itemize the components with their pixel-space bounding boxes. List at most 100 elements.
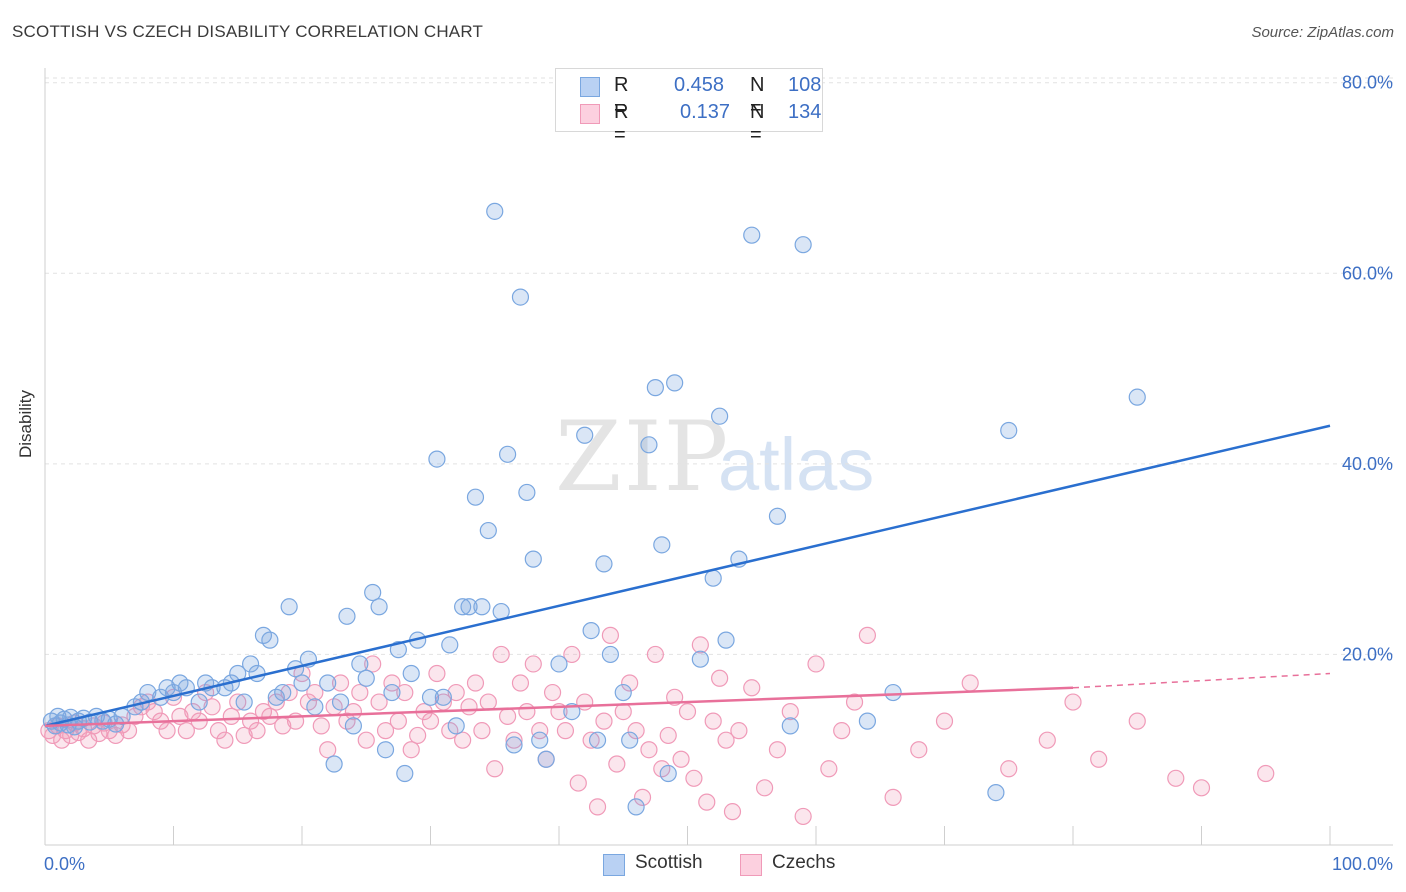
scottish-legend-swatch [603,854,625,876]
scottish-point [466,488,485,506]
scottish-point [621,731,639,749]
czech-point [621,674,639,692]
czech-point [492,645,510,664]
scottish-point [261,631,279,649]
czech-point [833,722,851,740]
czech-point [646,645,664,664]
scottish-point [306,698,324,716]
watermark-zip: ZIP [555,401,730,513]
scottish-point [704,569,722,587]
czech-point [588,798,607,816]
scottish-point [331,693,350,711]
scottish-point [248,664,266,683]
czech-point [402,741,420,759]
czech-point [319,741,337,759]
czech-point [479,693,497,711]
czech-point [595,712,613,730]
watermark-atlas: atlas [718,423,874,506]
x-tick-label: 0.0% [44,854,85,874]
czech-point [460,698,478,716]
czechs-n-label: N = [750,101,765,146]
scottish-point [588,731,607,749]
scottish-point [1128,388,1146,406]
scottish-point [383,683,401,702]
scottish-point [711,407,729,425]
scottish-point [402,664,420,683]
czechs-legend-swatch [740,854,762,876]
scottish-point [370,598,388,616]
czech-point [383,674,401,692]
czech-point [659,726,677,745]
czech-point [280,683,298,702]
scottish-swatch [580,77,600,97]
scottish-trend-line [44,424,1331,728]
czech-point [608,755,626,773]
czech-point [807,655,825,673]
czech-point [781,702,799,721]
scottish-r-label: R = [614,74,629,119]
scottish-point [640,436,658,454]
scottish-point [325,755,343,773]
czech-point [935,712,954,730]
czech-point [582,731,600,749]
scottish-point [987,783,1005,802]
czech-point [845,693,864,711]
czech-point [53,731,71,749]
czech-point [222,707,240,725]
czech-point [1128,712,1146,730]
czech-point [1064,693,1082,711]
czech-point [306,683,324,702]
czech-point [1257,764,1275,783]
czech-point [126,707,144,725]
scottish-legend-label: Scottish [635,852,703,873]
czech-point [351,683,369,702]
czech-point [312,717,330,735]
scottish-point [473,598,491,616]
y-tick-label: 60.0% [1342,263,1393,283]
scottish-point [768,507,787,525]
czech-point [685,769,703,787]
czechs-r-value: 0.137 [680,101,731,123]
czech-point [743,679,761,697]
czech-point [556,722,575,740]
czechs-legend-label: Czechs [772,852,836,873]
czech-point [370,693,388,711]
czech-point [820,760,838,778]
scottish-point [338,607,356,625]
scottish-r-value: 0.458 [674,74,725,96]
czech-point [910,741,928,759]
czech-point [640,741,658,759]
scottish-point [376,741,395,759]
scottish-point [537,750,555,768]
czech-point [614,702,632,721]
czech-point [1000,760,1018,778]
y-tick-label: 80.0% [1342,73,1393,93]
czech-point [730,722,748,740]
czech-point [755,779,774,797]
czech-point [627,722,645,740]
scottish-point [235,693,253,711]
scottish-point [434,688,452,706]
scottish-point [389,641,407,659]
scottish-point [344,717,362,735]
scottish-point [396,764,414,783]
scottish-point [351,655,369,673]
czech-point [704,712,722,730]
scottish-point [646,379,664,397]
x-tick-label: 100.0% [1332,854,1393,874]
czech-point [505,731,523,749]
czech-point [145,702,163,721]
scottish-point [460,598,478,616]
scottish-point [81,713,99,731]
scottish-point [454,598,472,616]
czech-point [1192,779,1211,797]
czech-point [409,726,427,745]
scottish-point [794,236,812,254]
czech-point [678,702,697,721]
czech-point [698,793,716,811]
czech-point [794,807,812,826]
scottish-point [280,598,298,616]
czech-point [331,674,350,692]
czech-point [768,741,787,759]
